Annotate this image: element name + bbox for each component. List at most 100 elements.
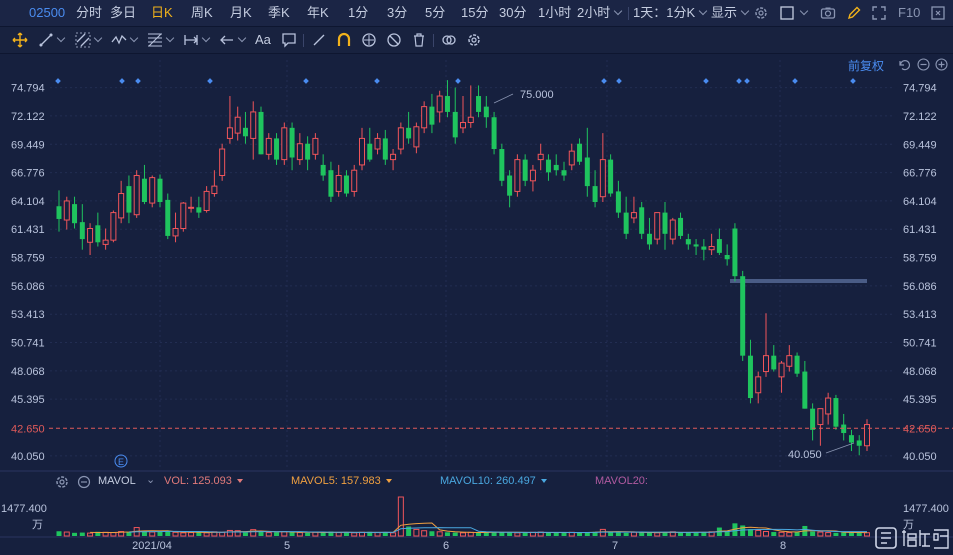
volume-bar (227, 530, 232, 536)
candle-body (64, 201, 69, 220)
candle-body (367, 144, 372, 160)
current-price-label-left: 42.650 (11, 423, 45, 435)
candle (290, 123, 295, 171)
candle-body (57, 206, 62, 219)
candle-body (344, 176, 349, 194)
volume-max-label-left: 1477.400 (1, 503, 47, 515)
candle (336, 165, 341, 197)
volume-bar (80, 533, 85, 536)
volume-bar (554, 533, 559, 536)
candle (686, 234, 691, 250)
candle-body (577, 144, 582, 162)
candle-body (655, 213, 660, 239)
event-marker-icon (207, 78, 213, 84)
candle-body (865, 425, 870, 446)
candle (406, 112, 411, 144)
indicator-dropdown[interactable]: ⌄ (146, 473, 155, 486)
indicator-name[interactable]: MAVOL (98, 475, 136, 487)
candle-body (562, 170, 567, 175)
candle (189, 197, 194, 213)
candle (585, 128, 590, 197)
candle (865, 419, 870, 451)
candle-body (694, 244, 699, 246)
candle-body (274, 138, 279, 159)
volume-bar (600, 529, 605, 536)
candle-body (624, 213, 629, 234)
candle-body (663, 213, 668, 234)
price-tick-right: 69.449 (903, 139, 937, 151)
candle-body (305, 144, 310, 160)
candle (173, 213, 178, 243)
candle-body (196, 207, 201, 212)
volume-bar (624, 533, 629, 536)
mavol5-value: MAVOL5: 157.983 (291, 475, 392, 487)
x-tick-label: 8 (780, 540, 786, 552)
volume-bar (352, 533, 357, 536)
volume-bar (57, 531, 62, 536)
volume-bar (88, 533, 93, 536)
indicator-settings-icon[interactable] (54, 474, 70, 490)
candle (756, 372, 761, 404)
candle (181, 202, 186, 232)
candle-body (103, 240, 108, 244)
low-price-label: 40.050 (788, 449, 822, 461)
volume-bar (422, 531, 427, 536)
volume-bar (344, 533, 349, 536)
candle-body (119, 194, 124, 218)
candle-body (461, 123, 466, 128)
candle-body (165, 200, 170, 236)
candle-body (616, 191, 621, 212)
price-tick-left: 66.776 (11, 168, 45, 180)
event-marker-icon (303, 78, 309, 84)
volume-bar (631, 532, 636, 536)
volume-bar (608, 532, 613, 536)
candle-body (802, 372, 807, 409)
candle (546, 154, 551, 180)
candle (429, 94, 434, 133)
indicator-visibility-icon[interactable] (76, 474, 92, 490)
volume-bar (64, 532, 69, 536)
candle-body (779, 363, 784, 377)
candle-body (181, 203, 186, 228)
mavol20-value: MAVOL20: (595, 475, 648, 487)
candle-body (88, 228, 93, 242)
candle-body (771, 356, 776, 370)
candle-body (849, 435, 854, 442)
candle (422, 101, 427, 133)
candle (297, 133, 302, 165)
candle (748, 340, 753, 404)
candle (367, 128, 372, 162)
candle-body (266, 138, 271, 154)
candle (624, 197, 629, 239)
candle-body (639, 207, 644, 233)
dividend-markers (55, 78, 856, 84)
candle (694, 239, 699, 255)
high-leader (494, 94, 513, 103)
candle-body (391, 154, 396, 159)
candle (321, 154, 326, 180)
candle (437, 91, 442, 123)
volume-bar (204, 533, 209, 536)
volume-bar (150, 532, 155, 536)
volume-bar (391, 533, 396, 536)
candle (764, 313, 769, 377)
volume-bar (787, 533, 792, 536)
candle-body (422, 107, 427, 128)
candle (569, 144, 574, 170)
volume-bar (313, 532, 318, 536)
earnings-marker-label: E (118, 457, 124, 467)
price-tick-right: 40.050 (903, 451, 937, 463)
candle (344, 170, 349, 196)
candle-body (795, 356, 800, 374)
candle-body (297, 144, 302, 160)
price-tick-right: 72.122 (903, 111, 937, 123)
volume-bar (694, 533, 699, 536)
volume-bar (764, 532, 769, 536)
candle-body (328, 170, 333, 196)
candle (787, 345, 792, 371)
candle (857, 435, 862, 455)
candle-body (841, 425, 846, 433)
candle-body (701, 247, 706, 250)
vol-value: VOL: 125.093 (164, 475, 243, 487)
candle (57, 190, 62, 231)
